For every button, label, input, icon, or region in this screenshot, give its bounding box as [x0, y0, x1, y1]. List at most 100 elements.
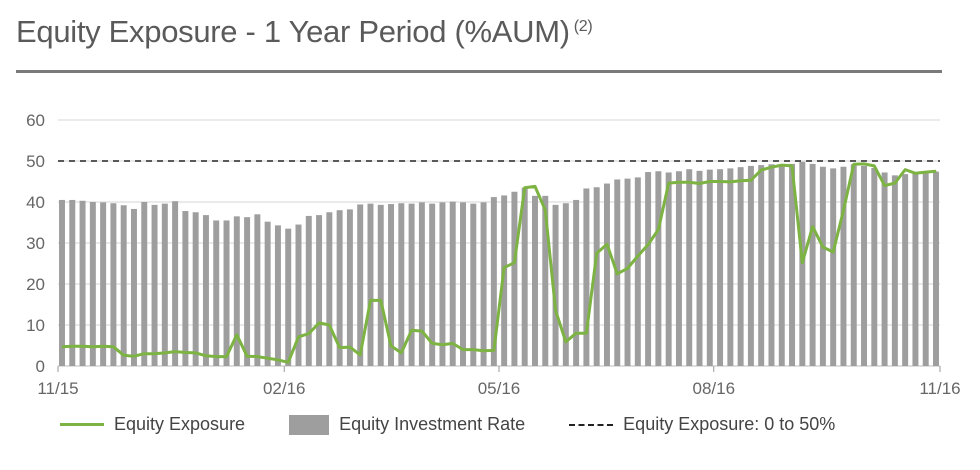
- bar: [316, 215, 323, 366]
- exposure-point: [441, 344, 444, 346]
- bar: [254, 214, 261, 366]
- exposure-point: [616, 273, 618, 275]
- exposure-point: [400, 352, 402, 354]
- exposure-point: [359, 354, 361, 356]
- exposure-point: [729, 181, 731, 183]
- exposure-point: [873, 165, 875, 167]
- bar: [809, 163, 816, 366]
- exposure-point: [812, 226, 814, 228]
- x-tick-label: 05/16: [478, 379, 521, 398]
- bar: [79, 200, 86, 366]
- legend-line-swatch: [60, 423, 104, 426]
- bar: [418, 202, 425, 366]
- bar: [233, 216, 240, 366]
- exposure-point: [565, 341, 567, 343]
- exposure-point: [668, 182, 670, 184]
- exposure-point: [246, 355, 248, 357]
- exposure-point: [123, 354, 125, 356]
- exposure-point: [688, 181, 690, 183]
- bar: [429, 203, 436, 366]
- bar: [881, 172, 888, 366]
- bar: [388, 204, 395, 366]
- exposure-point: [750, 179, 752, 181]
- exposure-point: [626, 267, 629, 270]
- bar: [922, 172, 929, 366]
- exposure-point: [678, 181, 680, 183]
- exposure-point: [339, 346, 341, 349]
- bar: [367, 203, 374, 366]
- bar: [100, 202, 107, 366]
- bar: [830, 168, 837, 366]
- exposure-point: [657, 228, 659, 231]
- bar: [593, 187, 600, 366]
- bar: [346, 209, 353, 366]
- exposure-point: [369, 299, 372, 301]
- bar: [120, 205, 127, 366]
- y-tick-label: 20: [26, 275, 45, 294]
- exposure-point: [205, 355, 207, 357]
- exposure-point: [544, 209, 546, 211]
- bar: [151, 204, 158, 366]
- exposure-point: [452, 342, 454, 345]
- exposure-point: [411, 329, 413, 331]
- exposure-point: [267, 357, 269, 359]
- x-tick-label: 11/16: [919, 379, 960, 398]
- y-tick-label: 40: [26, 193, 45, 212]
- exposure-point: [81, 345, 84, 347]
- y-tick-label: 60: [26, 111, 45, 130]
- bar: [840, 166, 847, 366]
- exposure-line: [61, 162, 937, 364]
- x-tick-label: 11/15: [37, 379, 78, 398]
- bar: [408, 203, 415, 366]
- exposure-point: [349, 346, 351, 348]
- exposure-point: [524, 187, 526, 189]
- exposure-point: [698, 182, 701, 185]
- legend-dash-swatch: [569, 423, 614, 426]
- exposure-point: [606, 243, 608, 245]
- exposure-point: [195, 352, 197, 354]
- exposure-point: [225, 355, 228, 358]
- bar: [264, 221, 271, 366]
- bar: [69, 199, 76, 366]
- exposure-point: [554, 310, 557, 312]
- bar: [490, 197, 497, 366]
- exposure-point: [904, 169, 906, 171]
- bar: [655, 171, 662, 366]
- bar: [819, 166, 826, 366]
- exposure-point: [853, 163, 855, 165]
- bar: [89, 202, 96, 366]
- bar: [305, 215, 312, 366]
- exposure-point: [596, 252, 598, 254]
- exposure-point: [61, 346, 63, 348]
- bar: [603, 183, 610, 366]
- exposure-point: [328, 324, 330, 326]
- bar: [295, 224, 302, 366]
- bar: [850, 164, 857, 366]
- exposure-point: [287, 361, 289, 363]
- exposure-point: [513, 262, 516, 264]
- legend-item-threshold: Equity Exposure: 0 to 50%: [569, 414, 835, 435]
- exposure-point: [482, 350, 485, 352]
- bar: [182, 211, 189, 366]
- bar: [110, 203, 117, 366]
- chart-title-block: Equity Exposure - 1 Year Period (%AUM) (2…: [16, 14, 593, 50]
- bar: [449, 201, 456, 366]
- exposure-point: [781, 164, 783, 166]
- bar: [624, 178, 631, 366]
- legend-item-exposure: Equity Exposure: [60, 414, 245, 435]
- x-tick-label: 08/16: [692, 379, 735, 398]
- bar: [562, 203, 569, 366]
- x-tick-label: 02/16: [263, 379, 306, 398]
- exposure-point: [153, 353, 156, 355]
- bar: [891, 175, 898, 366]
- exposure-point: [92, 346, 94, 348]
- exposure-point: [318, 322, 320, 324]
- exposure-point: [575, 332, 577, 334]
- chart-title: Equity Exposure - 1 Year Period (%AUM) (2…: [16, 14, 593, 49]
- bar: [141, 202, 148, 366]
- bar: [573, 199, 580, 366]
- exposure-point: [822, 246, 824, 248]
- bar: [398, 203, 405, 366]
- exposure-point: [236, 334, 238, 336]
